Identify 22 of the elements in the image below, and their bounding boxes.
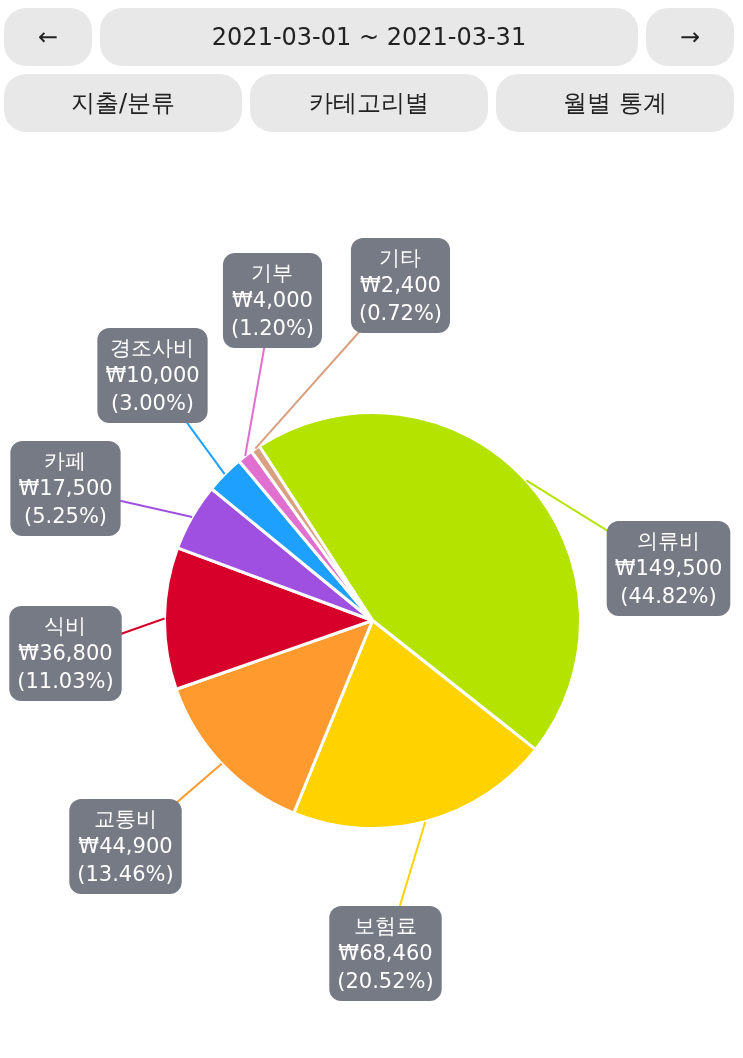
data-label: ₩4,000 (1.20%) (230, 288, 315, 341)
data-label: ₩17,500 (5.25%) (18, 476, 113, 529)
data-label: ₩2,400 (0.72%) (358, 273, 443, 326)
data-label: ₩36,800 (11.03%) (17, 641, 114, 694)
text: → (679, 21, 701, 53)
data-label: ₩10,000 (3.00%) (105, 363, 200, 416)
slice-label: 경조사비 (110, 335, 195, 360)
text: 카테고리별 (309, 87, 429, 119)
slice-label: 식비 (44, 613, 87, 638)
data-label: ₩149,500 (44.82%) (614, 556, 723, 609)
slice-label: 교통비 (94, 806, 157, 831)
data-label: ₩68,460 (20.52%) (337, 941, 434, 994)
slice-label: 보험료 (354, 913, 417, 938)
text: 월별 통계 (563, 87, 667, 119)
chart-title: 2021-03-01 ~ 2021-03-31 (211, 21, 527, 53)
text: ← (37, 21, 59, 53)
slice-label: 의류비 (637, 528, 700, 553)
data-label: ₩44,900 (13.46%) (77, 834, 174, 887)
slice-label: 기부 (251, 260, 294, 285)
slice-label: 기타 (379, 245, 422, 270)
text: 지출/분류 (70, 87, 176, 119)
slice-label: 카페 (44, 448, 87, 473)
